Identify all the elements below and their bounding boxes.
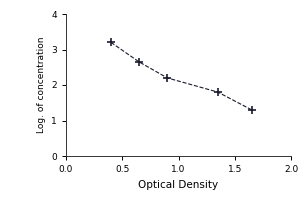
X-axis label: Optical Density: Optical Density [138,180,219,190]
Y-axis label: Log. of concentration: Log. of concentration [37,37,46,133]
